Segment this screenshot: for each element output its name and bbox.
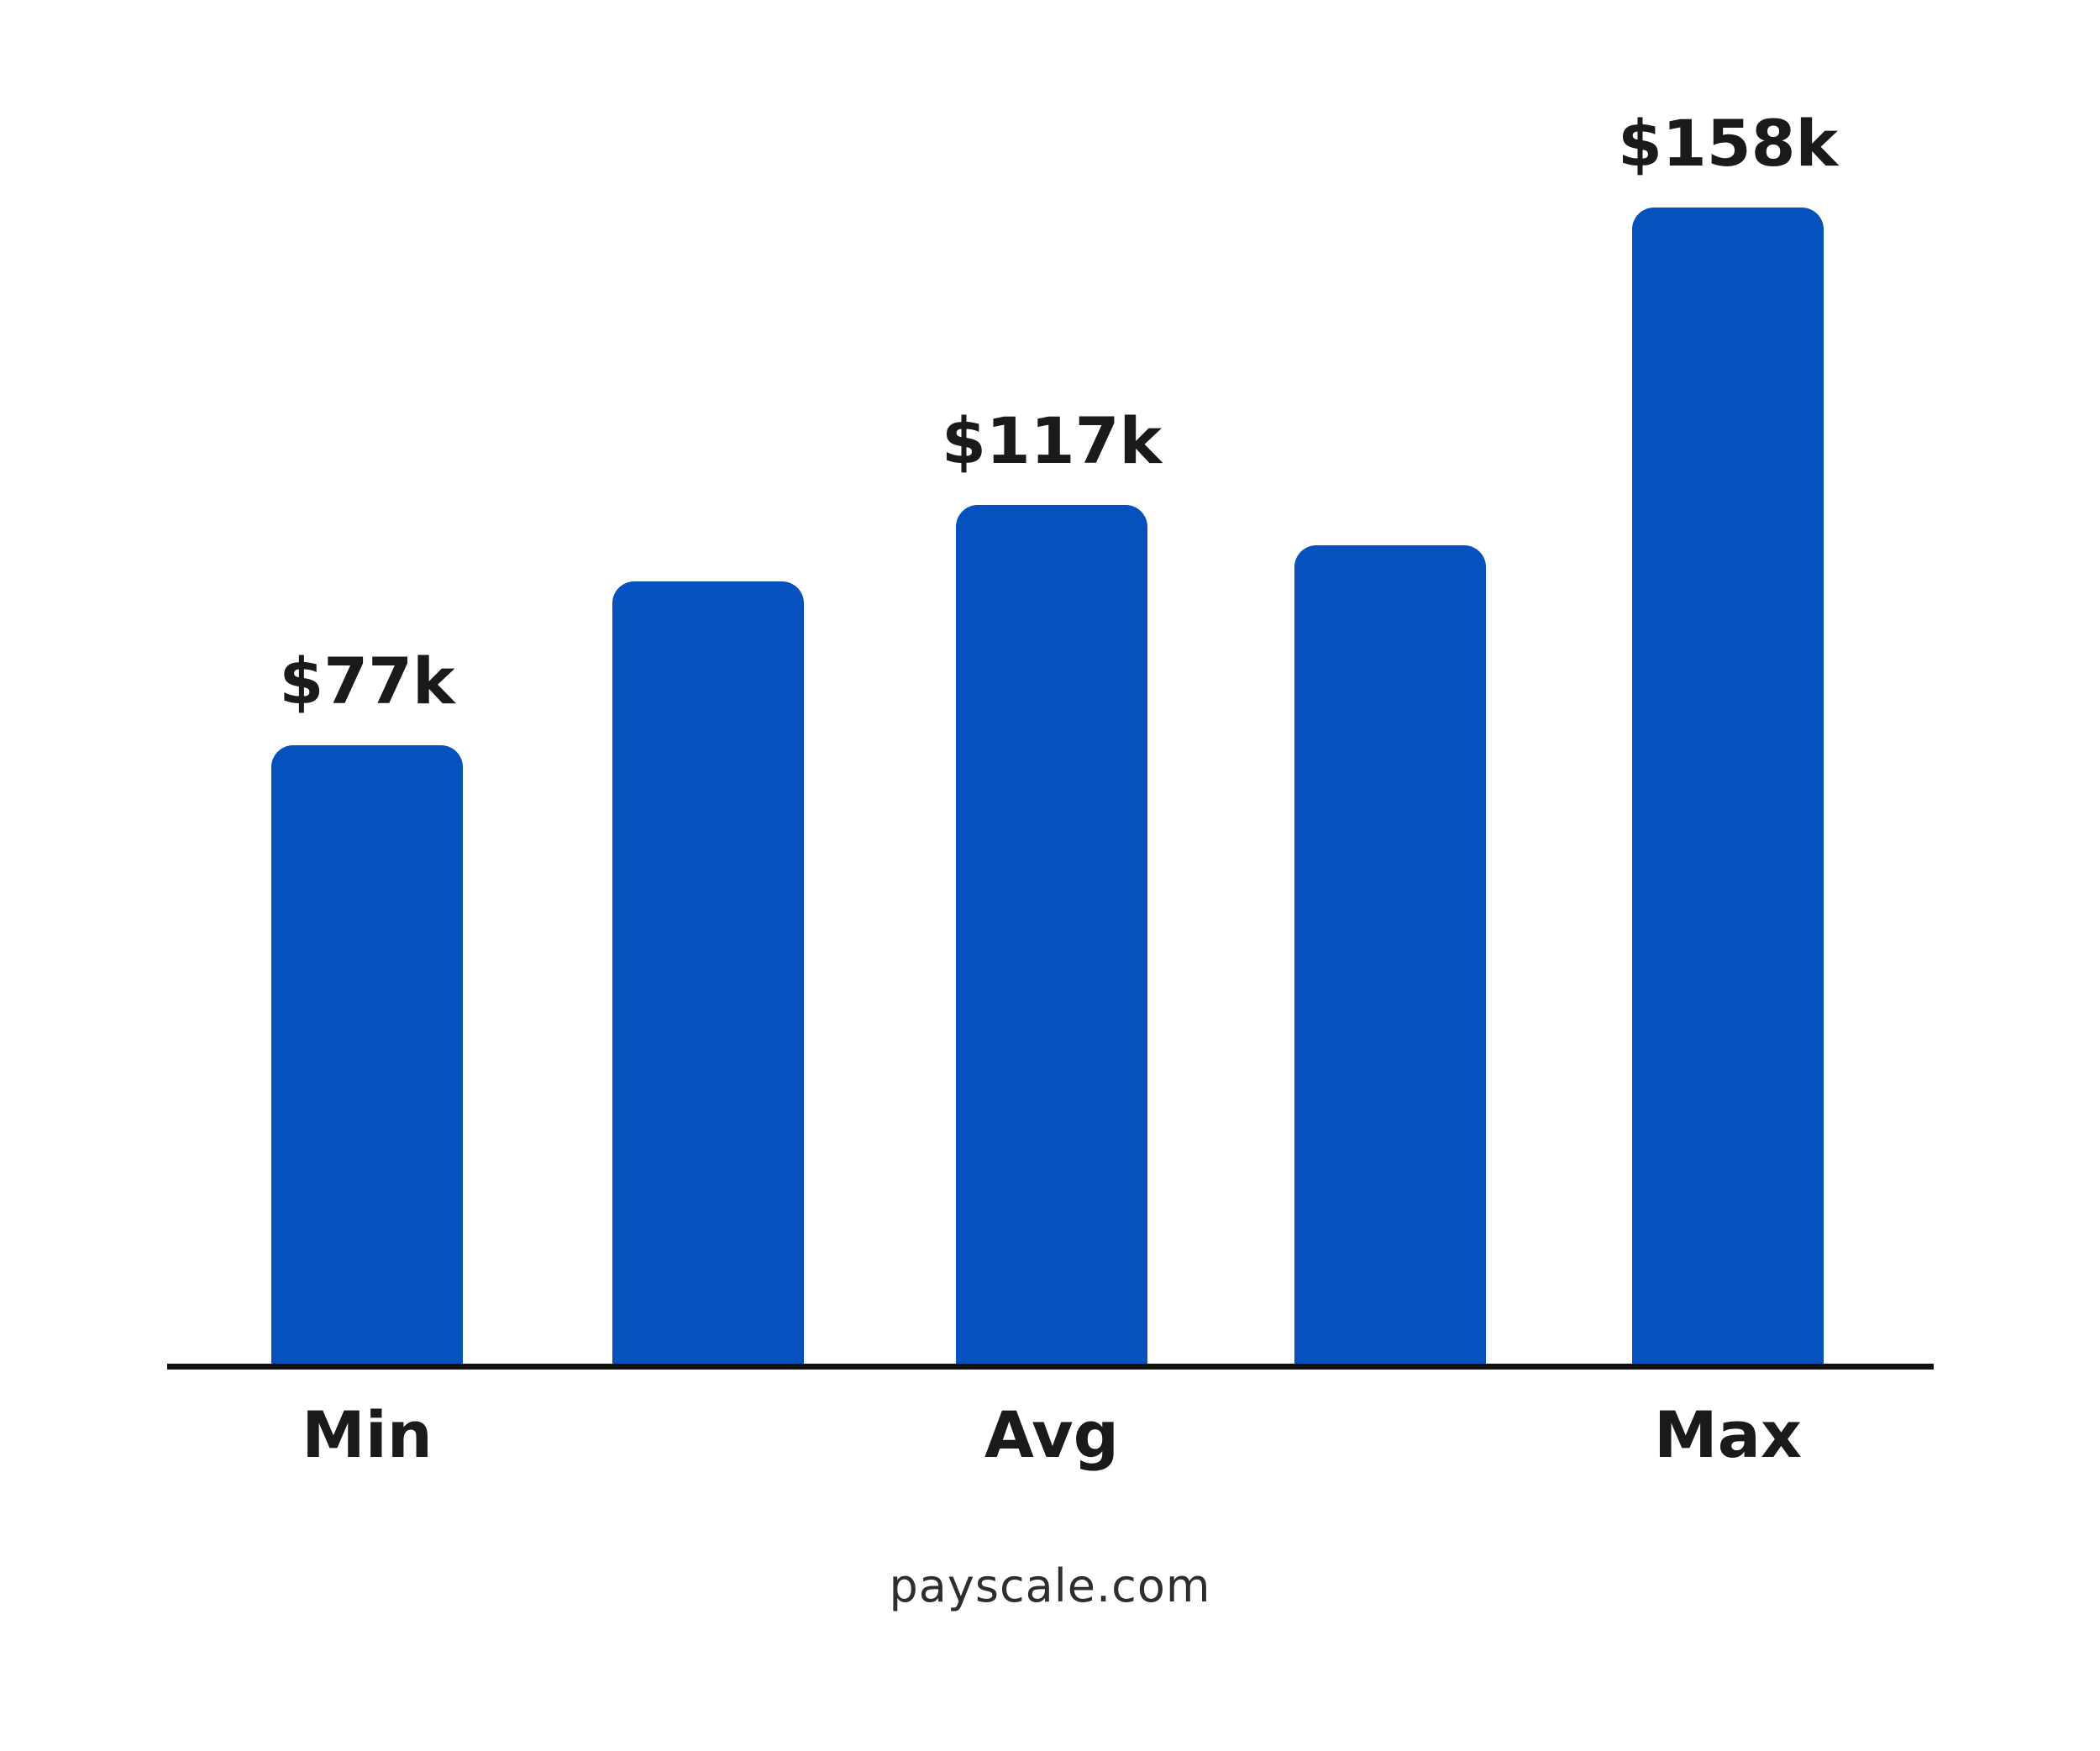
axis-category-label: Avg xyxy=(984,1397,1120,1472)
axis-category-label: Max xyxy=(1654,1397,1802,1472)
x-axis-line xyxy=(167,1364,1934,1370)
bar-value-label: $77k xyxy=(279,644,455,718)
bar xyxy=(1632,208,1824,1368)
bar-value-label: $117k xyxy=(941,403,1163,478)
source-attribution: payscale.com xyxy=(889,1559,1211,1612)
axis-category-label: Min xyxy=(302,1397,433,1472)
bar xyxy=(271,745,463,1368)
bar xyxy=(612,581,804,1368)
bar xyxy=(956,505,1147,1368)
bar xyxy=(1294,545,1486,1368)
bar-value-label: $158k xyxy=(1617,106,1839,181)
